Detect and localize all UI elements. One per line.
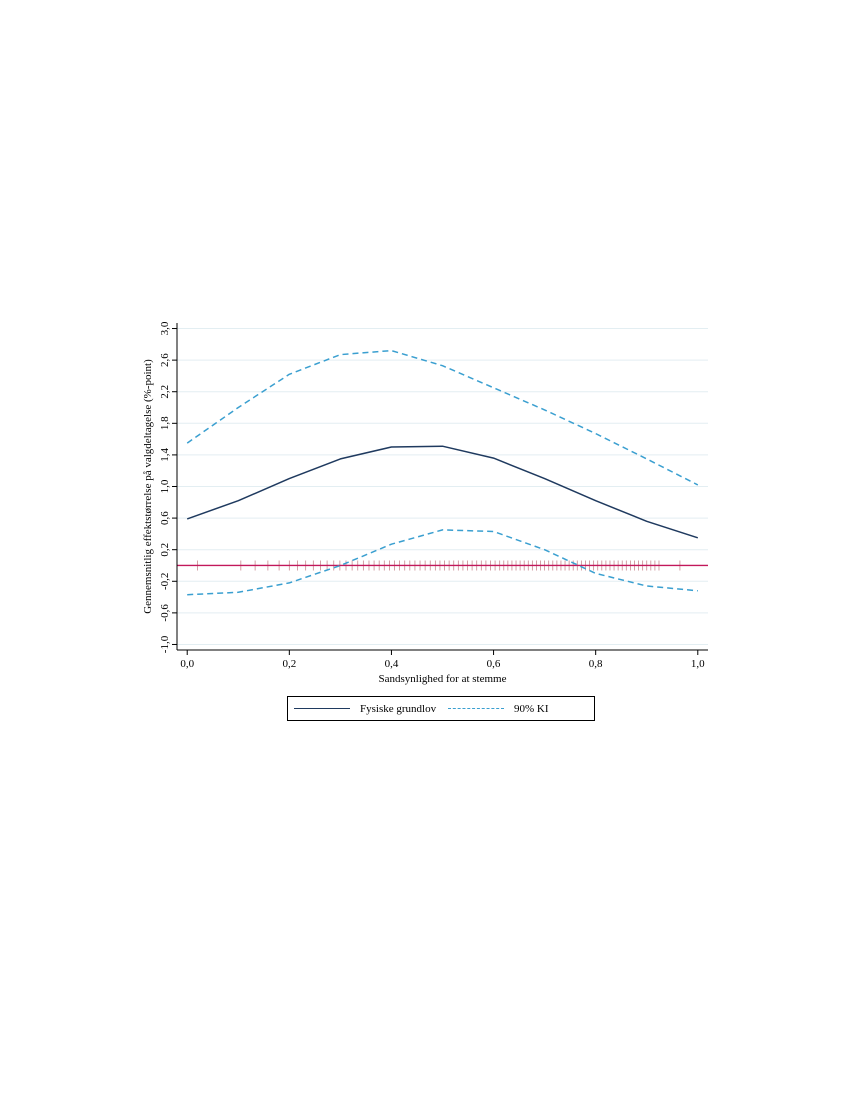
- y-tick-label: 1,4: [159, 448, 171, 462]
- x-tick-label: 1,0: [691, 658, 705, 670]
- y-tick-label: -0,6: [159, 604, 171, 622]
- x-tick-label: 0,6: [487, 658, 501, 670]
- y-tick-label: 1,0: [159, 479, 171, 493]
- y-tick-label: 3,0: [159, 321, 171, 335]
- y-tick-label: 1,8: [159, 416, 171, 430]
- x-tick-label: 0,8: [589, 658, 603, 670]
- x-axis-title: Sandsynlighed for at stemme: [378, 673, 506, 685]
- series-line-fysiske-grundlov: [186, 445, 699, 539]
- y-tick-label: -0,2: [159, 573, 171, 590]
- legend-item-90-ki: 90% KI: [448, 697, 549, 720]
- series-line-ci-lower: [187, 529, 698, 596]
- x-axis-ticks: 0,0 0,2 0,4 0,6 0,8 1,0: [180, 650, 705, 670]
- y-tick-label: 0,6: [159, 511, 171, 525]
- series-line-ci-upper: [186, 349, 699, 486]
- x-tick-label: 0,2: [282, 658, 296, 670]
- y-tick-label: 2,6: [159, 353, 171, 367]
- x-tick-label: 0,0: [180, 658, 194, 670]
- y-axis-ticks: -1,0 -0,6 -0,2 0,2 0,6 1,0 1,4 1,8 2,2 2,6 3,0: [159, 321, 177, 653]
- y-tick-label: 0,2: [159, 543, 171, 557]
- legend: Fysiske grundlov 90% KI: [287, 696, 595, 721]
- legend-swatch-dashed: [448, 708, 504, 709]
- x-tick-label: 0,4: [385, 658, 399, 670]
- series-lines: [186, 349, 699, 596]
- legend-item-fysiske-grundlov: Fysiske grundlov: [294, 697, 436, 720]
- y-tick-label: 2,2: [159, 385, 171, 399]
- legend-swatch-solid: [294, 708, 350, 709]
- y-axis-title: Gennemsnitlig effektstørrelse på valgdel…: [142, 359, 154, 614]
- y-tick-label: -1,0: [159, 635, 171, 653]
- legend-label: Fysiske grundlov: [360, 702, 437, 715]
- legend-label: 90% KI: [514, 702, 549, 715]
- grid-lines: [177, 328, 708, 645]
